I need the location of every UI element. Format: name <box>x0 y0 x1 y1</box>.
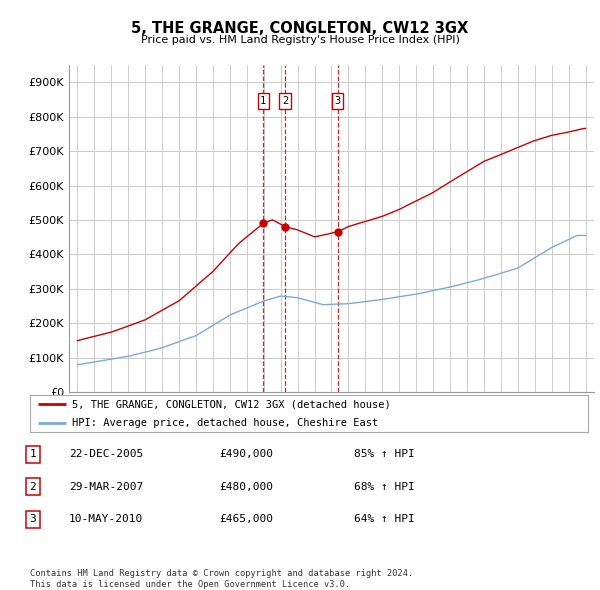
Text: £480,000: £480,000 <box>219 482 273 491</box>
Text: £490,000: £490,000 <box>219 450 273 459</box>
Text: 1: 1 <box>260 96 266 106</box>
Text: 22-DEC-2005: 22-DEC-2005 <box>69 450 143 459</box>
Text: 3: 3 <box>29 514 37 524</box>
Text: 68% ↑ HPI: 68% ↑ HPI <box>354 482 415 491</box>
Text: 1: 1 <box>29 450 37 459</box>
Text: 2: 2 <box>282 96 288 106</box>
Text: 29-MAR-2007: 29-MAR-2007 <box>69 482 143 491</box>
Text: Contains HM Land Registry data © Crown copyright and database right 2024.
This d: Contains HM Land Registry data © Crown c… <box>30 569 413 589</box>
Text: 5, THE GRANGE, CONGLETON, CW12 3GX (detached house): 5, THE GRANGE, CONGLETON, CW12 3GX (deta… <box>72 399 391 409</box>
Text: 2: 2 <box>29 482 37 491</box>
Text: 10-MAY-2010: 10-MAY-2010 <box>69 514 143 524</box>
Text: 85% ↑ HPI: 85% ↑ HPI <box>354 450 415 459</box>
Text: 3: 3 <box>335 96 341 106</box>
Text: £465,000: £465,000 <box>219 514 273 524</box>
Text: 5, THE GRANGE, CONGLETON, CW12 3GX: 5, THE GRANGE, CONGLETON, CW12 3GX <box>131 21 469 35</box>
Text: 64% ↑ HPI: 64% ↑ HPI <box>354 514 415 524</box>
Text: Price paid vs. HM Land Registry's House Price Index (HPI): Price paid vs. HM Land Registry's House … <box>140 35 460 45</box>
Text: HPI: Average price, detached house, Cheshire East: HPI: Average price, detached house, Ches… <box>72 418 378 428</box>
